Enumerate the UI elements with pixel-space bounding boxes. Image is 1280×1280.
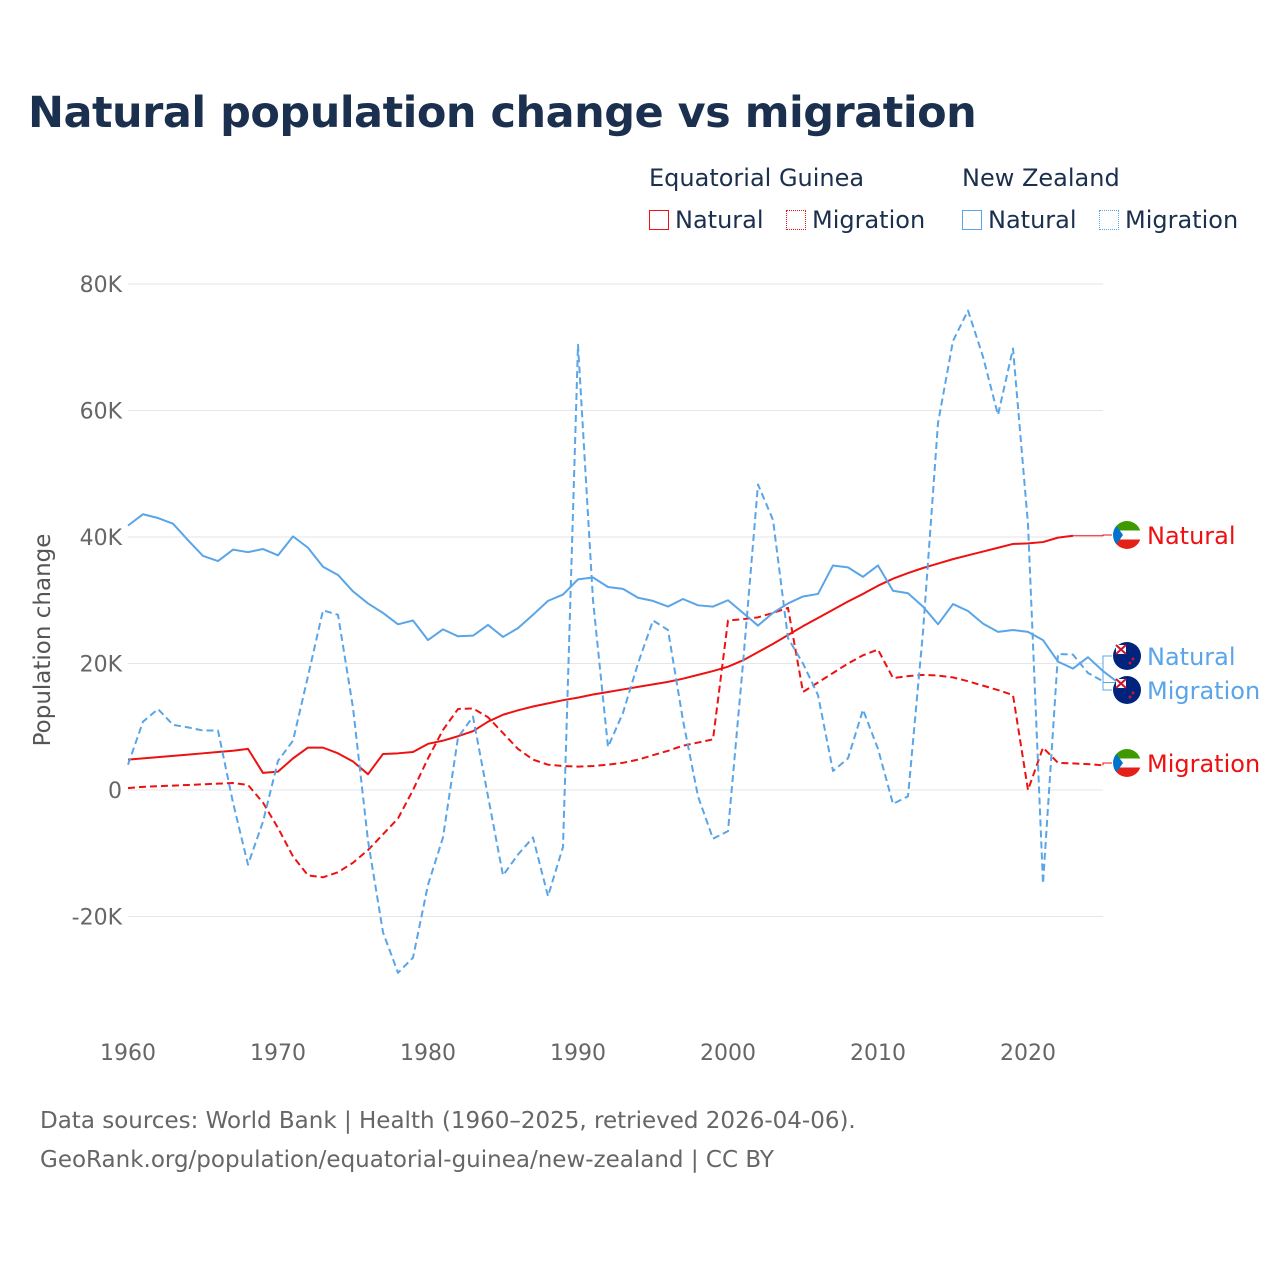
legend-eg-natural[interactable]: Natural bbox=[649, 206, 764, 234]
legend-nz-migration[interactable]: Migration bbox=[1099, 206, 1238, 234]
footer-url[interactable]: GeoRank.org/population/equatorial-guinea… bbox=[40, 1147, 774, 1173]
dotted-swatch-icon bbox=[1099, 210, 1119, 230]
y-tick-label: 20K bbox=[80, 653, 123, 678]
new-zealand-flag-icon bbox=[1113, 676, 1141, 704]
series-end-label: Natural bbox=[1147, 522, 1236, 550]
y-tick-label: 60K bbox=[80, 400, 123, 425]
y-tick-label: 40K bbox=[80, 526, 123, 551]
solid-swatch-icon bbox=[649, 210, 669, 230]
legend-label: Migration bbox=[1125, 206, 1239, 234]
legend-label: Natural bbox=[675, 206, 764, 234]
y-axis-label: Population change bbox=[30, 534, 56, 747]
equatorial-guinea-flag-icon bbox=[1113, 521, 1141, 549]
solid-swatch-icon bbox=[962, 210, 982, 230]
x-tick-label: 1990 bbox=[550, 1041, 606, 1066]
x-tick-label: 2000 bbox=[700, 1041, 756, 1066]
dotted-swatch-icon bbox=[786, 210, 806, 230]
series-line-0 bbox=[127, 534, 1074, 776]
legend-eg-migration[interactable]: Migration bbox=[786, 206, 925, 234]
footer-source: Data sources: World Bank | Health (1960–… bbox=[40, 1108, 856, 1134]
legend-group-equatorial-guinea: Equatorial Guinea bbox=[649, 164, 865, 192]
label-connector bbox=[1073, 534, 1112, 537]
label-connector bbox=[1102, 681, 1112, 691]
chart-title: Natural population change vs migration bbox=[28, 88, 977, 138]
x-tick-label: 1970 bbox=[250, 1041, 306, 1066]
y-tick-label: 80K bbox=[80, 273, 123, 298]
series-end-label: Natural bbox=[1147, 643, 1236, 671]
new-zealand-flag-icon bbox=[1113, 642, 1141, 670]
legend-nz-natural[interactable]: Natural bbox=[962, 206, 1077, 234]
series-line-2 bbox=[127, 513, 1119, 684]
legend-label: Natural bbox=[988, 206, 1077, 234]
y-tick-label: -20K bbox=[72, 906, 123, 931]
label-connector bbox=[1102, 655, 1118, 683]
series-end-label: Migration bbox=[1147, 677, 1260, 705]
x-tick-label: 2010 bbox=[850, 1041, 906, 1066]
series-end-label: Migration bbox=[1147, 750, 1260, 778]
legend-group-new-zealand: New Zealand bbox=[962, 164, 1120, 192]
y-tick-label: 0 bbox=[108, 779, 122, 804]
equatorial-guinea-flag-icon bbox=[1113, 749, 1141, 777]
legend-label: Migration bbox=[812, 206, 926, 234]
x-tick-label: 1980 bbox=[400, 1041, 456, 1066]
series-line-3 bbox=[127, 309, 1104, 974]
x-tick-label: 1960 bbox=[100, 1041, 156, 1066]
label-connector bbox=[1102, 762, 1112, 766]
x-tick-label: 2020 bbox=[1000, 1041, 1056, 1066]
series-line-1 bbox=[127, 606, 1104, 879]
